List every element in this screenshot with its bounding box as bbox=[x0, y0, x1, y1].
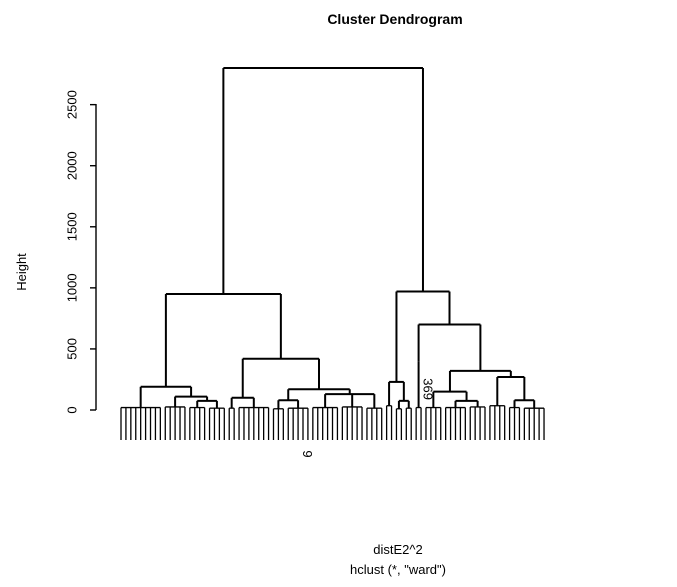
leaf-labels: 369 9 bbox=[300, 378, 436, 457]
y-tick-label: 2000 bbox=[65, 151, 80, 180]
x-axis-subtitle: hclust (*, "ward") bbox=[350, 562, 446, 577]
dendrogram-links bbox=[120, 67, 545, 440]
y-axis-ticks: 0 500 1000 1500 2000 2500 bbox=[65, 90, 96, 414]
y-tick-label: 0 bbox=[65, 406, 80, 413]
y-axis-title: Height bbox=[14, 253, 29, 291]
y-tick-label: 500 bbox=[65, 338, 80, 360]
chart-title: Cluster Dendrogram bbox=[327, 11, 462, 27]
node-label: 369 bbox=[421, 378, 436, 400]
y-tick-label: 1000 bbox=[65, 273, 80, 302]
y-tick-label: 2500 bbox=[65, 90, 80, 119]
leaf-label: 9 bbox=[300, 450, 315, 457]
y-tick-label: 1500 bbox=[65, 212, 80, 241]
x-axis-title: distE2^2 bbox=[373, 542, 422, 557]
